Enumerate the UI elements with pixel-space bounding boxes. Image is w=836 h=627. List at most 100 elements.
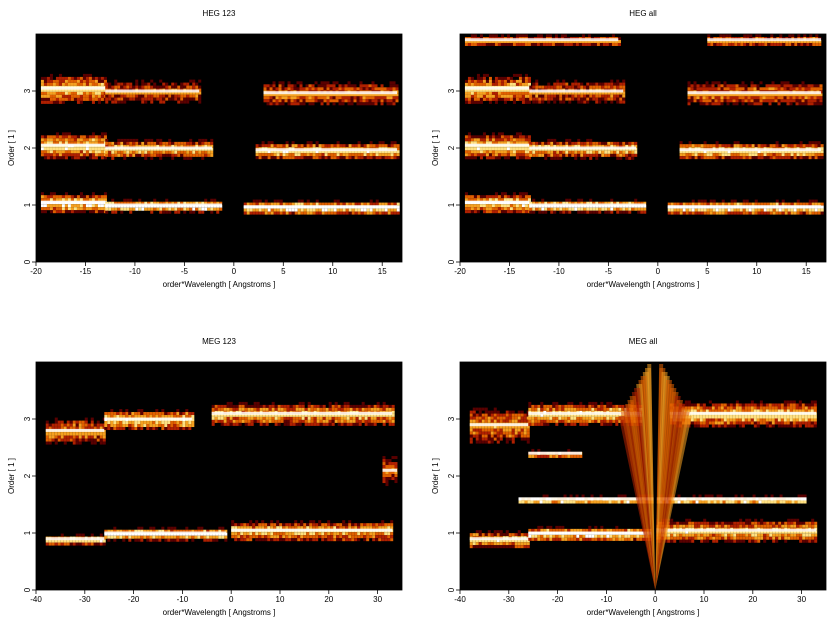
heat-cell (296, 81, 300, 85)
heat-cell (48, 423, 52, 427)
heat-cell (788, 40, 792, 43)
heat-cell (536, 40, 540, 43)
heat-cell (494, 94, 498, 98)
heat-cell (63, 438, 67, 442)
heat-cell (198, 100, 202, 104)
heat-cell (375, 208, 379, 212)
heat-cell (210, 198, 214, 202)
heat-cell (595, 85, 599, 89)
heat-cell (801, 96, 805, 100)
heat-cell (550, 210, 554, 214)
heat-cell (529, 91, 533, 95)
heat-cell (385, 480, 389, 484)
heat-cell (751, 153, 755, 157)
heat-cell (726, 84, 730, 88)
heat-cell (760, 208, 764, 212)
heat-cell (339, 535, 343, 539)
heat-cell (607, 207, 611, 211)
heat-cell (381, 526, 385, 530)
heat-cell (535, 153, 539, 157)
heat-cell (70, 88, 74, 92)
heat-cell (140, 535, 144, 539)
heat-cell (258, 144, 262, 148)
heat-cell (120, 82, 124, 86)
heat-cell (46, 97, 50, 101)
heat-cell (287, 87, 291, 91)
heat-cell (246, 526, 250, 530)
heat-cell (72, 438, 76, 442)
heat-cell (332, 81, 336, 85)
heat-cell (739, 208, 743, 212)
heat-cell (55, 79, 59, 83)
heat-cell (682, 211, 686, 215)
heat-cell (795, 87, 799, 91)
heat-cell (726, 96, 730, 100)
heat-cell (619, 85, 623, 89)
heat-cell (395, 96, 399, 100)
heat-cell (752, 40, 756, 43)
heat-cell (634, 201, 638, 205)
heat-cell (333, 211, 337, 215)
heat-cell (473, 94, 477, 98)
heat-cell (524, 192, 528, 196)
heat-cell (506, 156, 510, 160)
heat-cell (189, 138, 193, 142)
heat-cell (806, 40, 810, 43)
heat-cell (691, 202, 695, 206)
heat-cell (350, 96, 354, 100)
heat-cell (140, 526, 144, 530)
heat-cell (338, 99, 342, 103)
heat-cell (213, 201, 217, 205)
heat-cell (339, 532, 343, 536)
heat-cell (100, 79, 104, 83)
heat-cell (375, 526, 379, 530)
band-order-4-segment-2 (707, 34, 822, 46)
heat-cell (586, 153, 590, 157)
heat-cell (723, 99, 727, 103)
heat-cell (273, 526, 277, 530)
heat-cell (385, 471, 389, 475)
heat-cell (363, 153, 367, 157)
heat-cell (712, 150, 716, 154)
heat-cell (264, 150, 268, 154)
heat-cell (595, 91, 599, 95)
heat-cell (111, 150, 115, 154)
heat-cell (547, 153, 551, 157)
heat-cell (598, 82, 602, 86)
heat-cell (527, 135, 531, 139)
heat-cell (177, 91, 181, 95)
heat-cell (66, 542, 70, 546)
heat-cell (607, 82, 611, 86)
heat-cell (473, 138, 477, 142)
heat-cell (94, 91, 98, 95)
heat-cell (491, 94, 495, 98)
heat-cell (703, 144, 707, 148)
heat-cell (100, 88, 104, 92)
heat-cell (803, 40, 807, 43)
heat-cell (547, 100, 551, 104)
heat-cell (556, 97, 560, 101)
heat-cell (72, 435, 76, 439)
heat-cell (264, 202, 268, 206)
heat-cell (562, 79, 566, 83)
heat-cell (610, 144, 614, 148)
heat-cell (329, 96, 333, 100)
heat-cell (762, 96, 766, 100)
heat-cell (387, 211, 391, 215)
heat-cell (111, 201, 115, 205)
heat-cell (122, 538, 126, 542)
heat-cell (302, 93, 306, 97)
heat-cell (140, 427, 144, 431)
heat-cell (610, 201, 614, 205)
heat-cell (90, 539, 94, 543)
heat-cell (82, 195, 86, 199)
heat-cell (586, 97, 590, 101)
heat-cell (524, 100, 528, 104)
heat-cell (119, 409, 123, 413)
heat-cell (108, 153, 112, 157)
heat-cell (165, 210, 169, 214)
heat-cell (577, 91, 581, 95)
heat-cell (128, 415, 132, 419)
heat-cell (383, 93, 387, 97)
heat-cell (333, 535, 337, 539)
